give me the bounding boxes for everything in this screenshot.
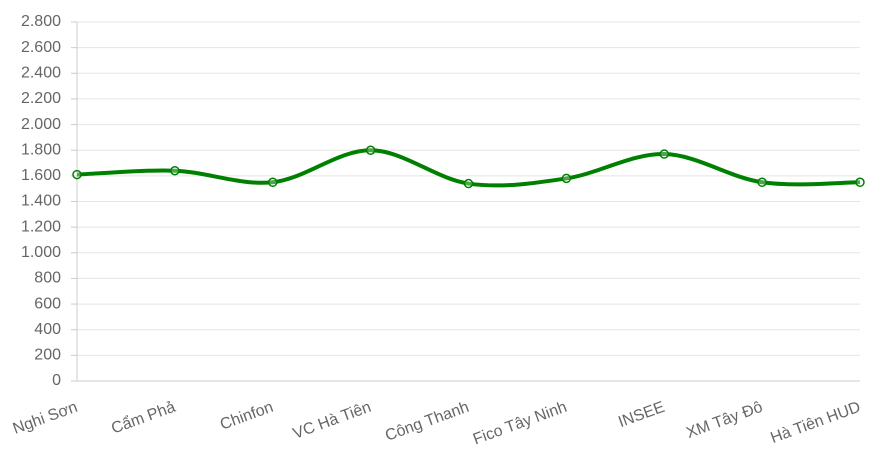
y-tick-label: 400 — [34, 321, 61, 338]
y-tick-label: 2.400 — [21, 65, 61, 82]
x-tick-label: XM Tây Đô — [684, 399, 765, 442]
point — [659, 149, 669, 159]
point — [757, 177, 767, 188]
x-tick-label: Fico Tây Ninh — [471, 399, 569, 449]
y-tick-label: 1.000 — [21, 244, 61, 261]
point — [365, 145, 376, 155]
x-tick-label: INSEE — [616, 399, 667, 431]
y-tick-label: 200 — [34, 347, 61, 364]
y-tick-label: 800 — [34, 270, 61, 287]
x-tick-label: Chinfon — [218, 399, 276, 434]
point — [268, 177, 278, 188]
point — [170, 165, 180, 176]
x-tick-label: Hà Tiên HUD — [768, 399, 862, 447]
y-tick-label: 2.600 — [21, 39, 61, 56]
x-tick-label: Nghi Sơn — [11, 399, 80, 438]
y-tick-label: 0 — [52, 372, 61, 389]
y-tick-label: 1.400 — [21, 193, 61, 210]
y-tick-label: 1.200 — [21, 218, 61, 235]
point — [463, 178, 474, 189]
point — [72, 169, 82, 180]
y-tick-label: 600 — [34, 295, 61, 312]
y-tick-label: 2.200 — [21, 90, 61, 107]
x-tick-label: Cẩm Phả — [109, 398, 178, 438]
point — [561, 173, 572, 184]
y-tick-label: 2.000 — [21, 116, 61, 133]
x-tick-label: Công Thanh — [383, 399, 471, 445]
x-tick-label: VC Hà Tiên — [291, 399, 374, 443]
y-tick-label: 2.800 — [21, 13, 61, 30]
point — [855, 177, 865, 188]
y-tick-label: 1.600 — [21, 167, 61, 184]
y-tick-label: 1.800 — [21, 141, 61, 158]
line — [76, 148, 861, 188]
